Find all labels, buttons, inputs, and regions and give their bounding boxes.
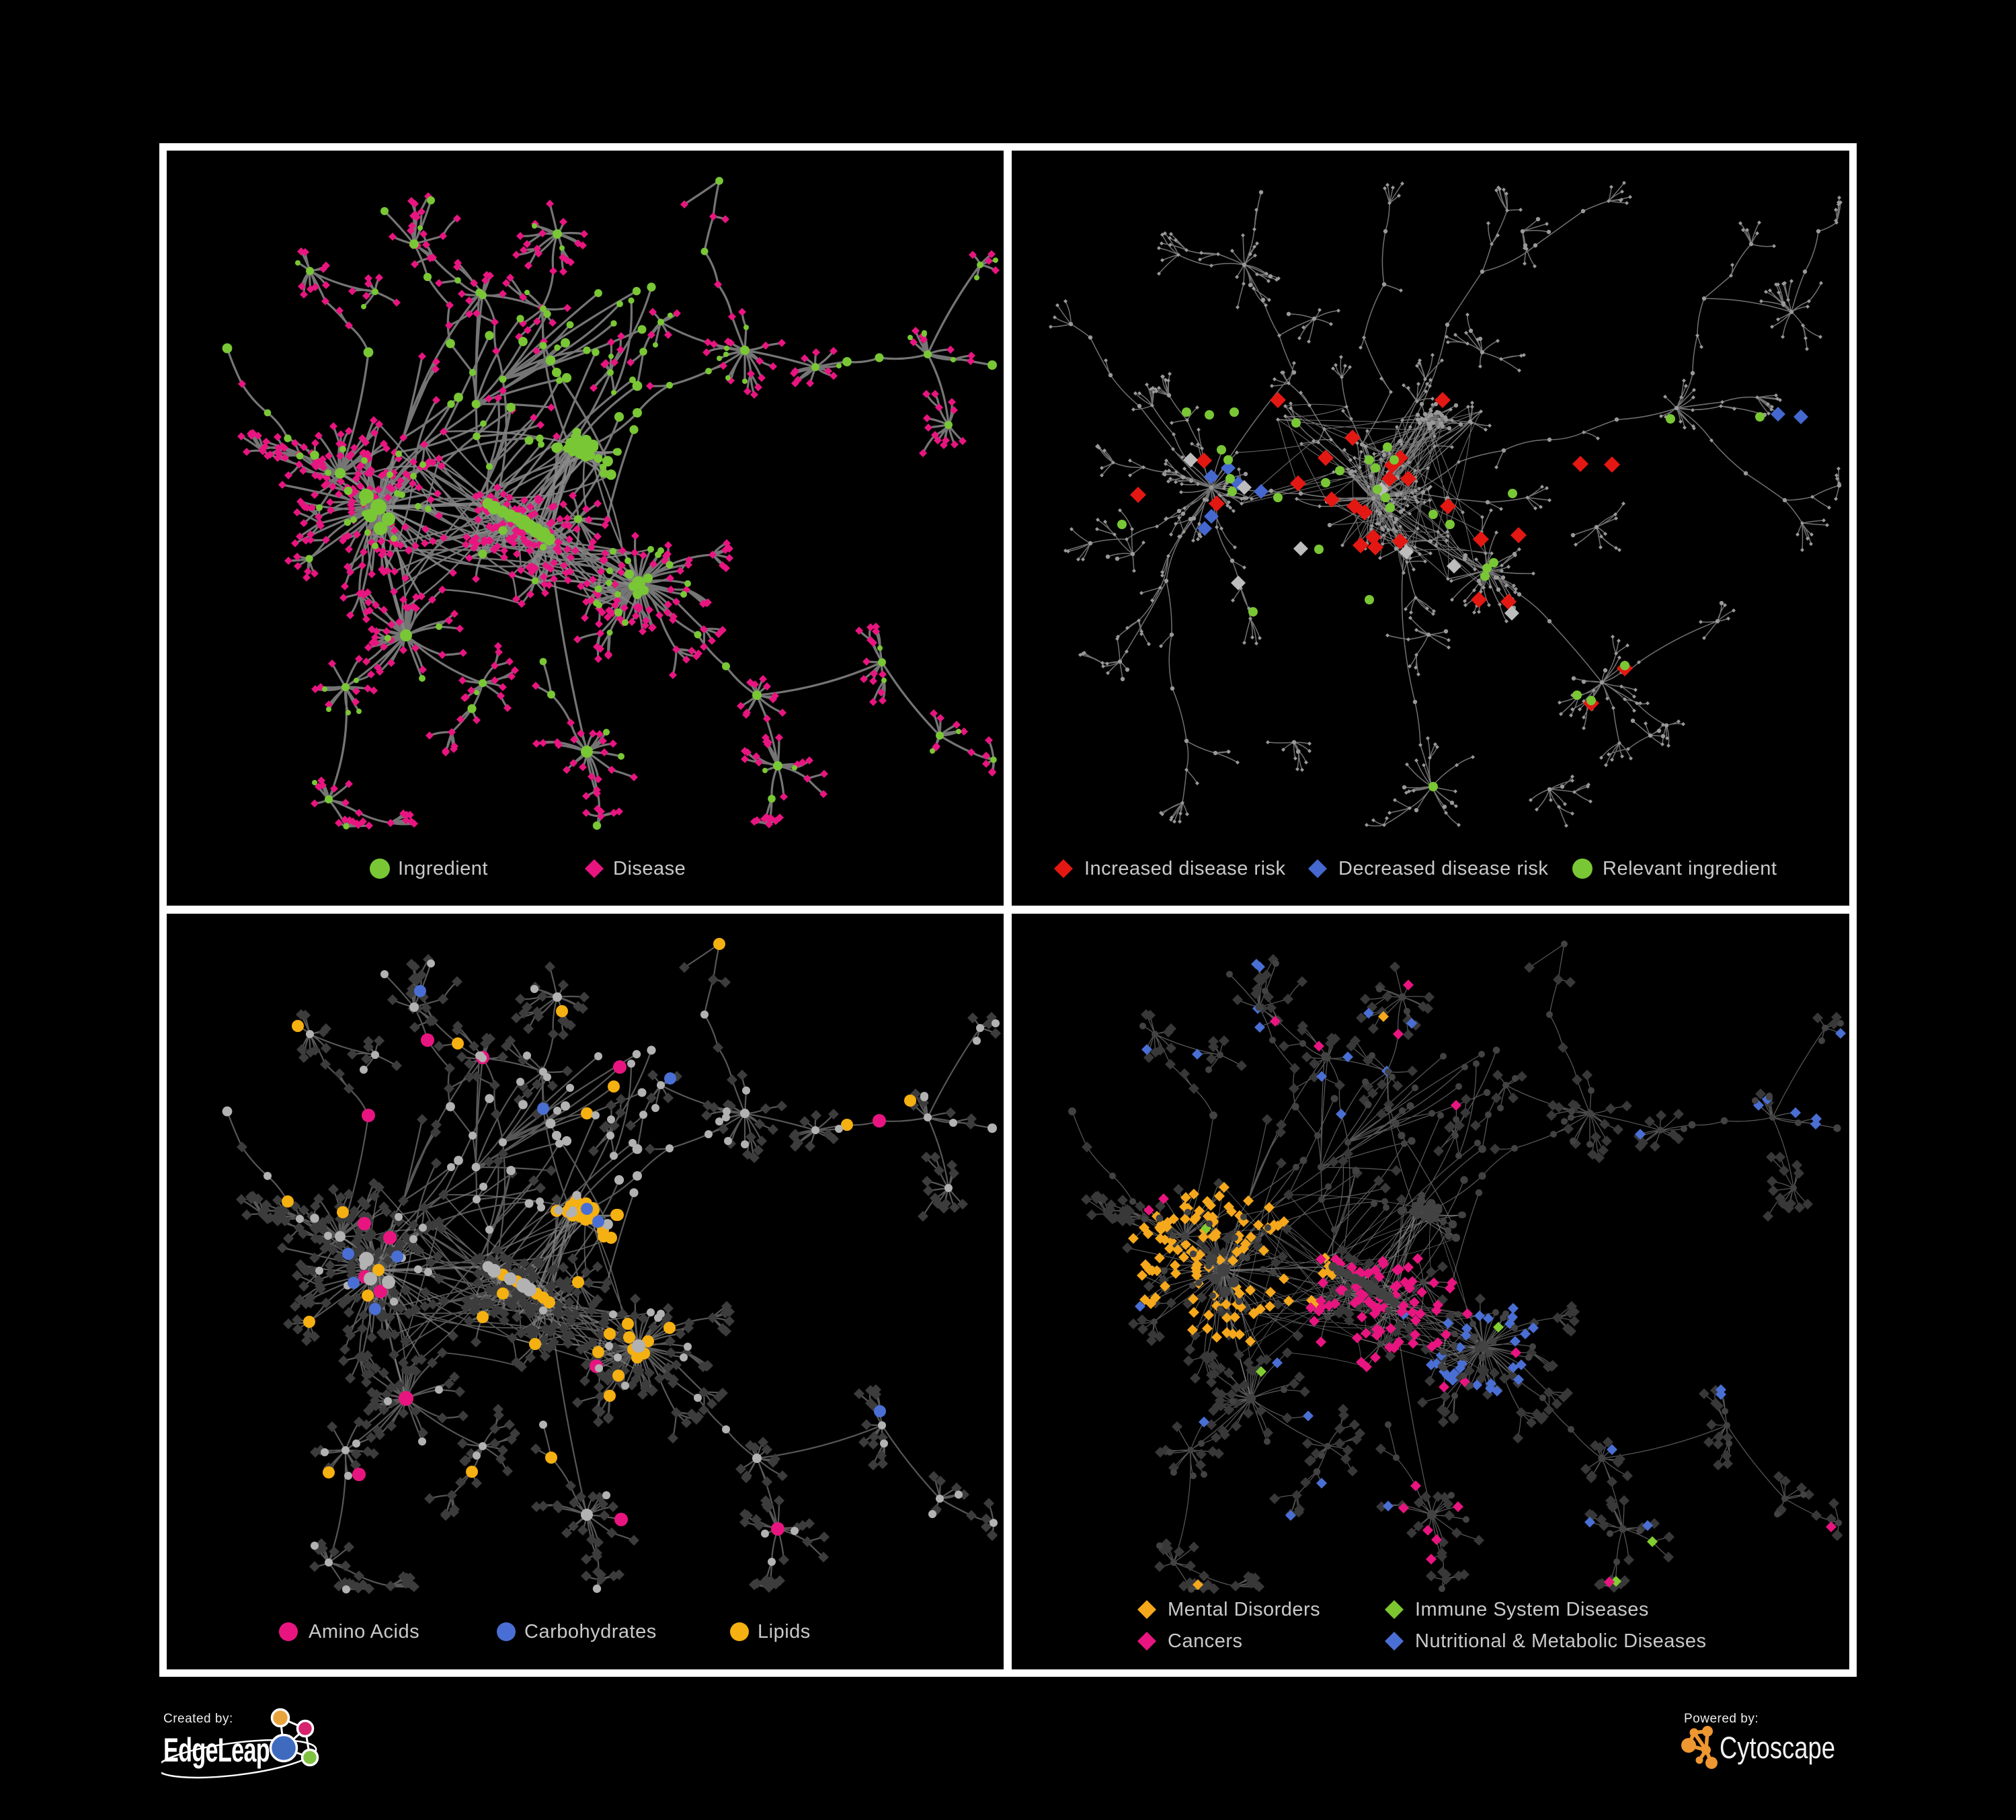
svg-text:EdgeLeap: EdgeLeap [163, 1731, 270, 1769]
svg-text:Cytoscape: Cytoscape [1720, 1731, 1835, 1765]
